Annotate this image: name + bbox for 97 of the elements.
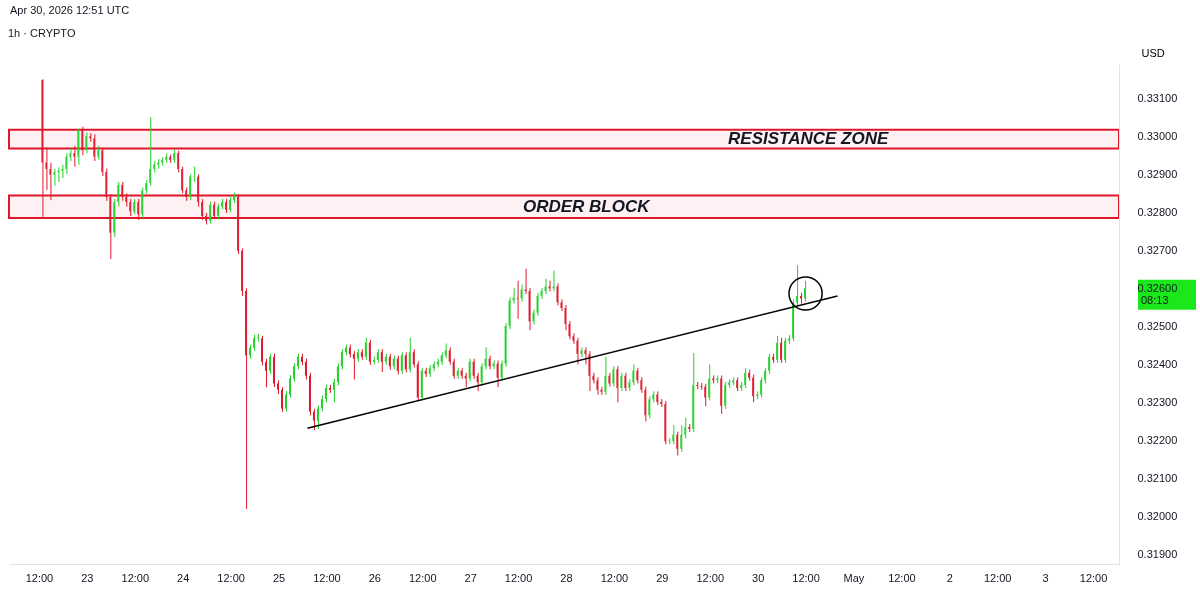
- candlestick: [53, 168, 56, 187]
- candlestick: [616, 365, 619, 403]
- x-tick-label: 12:00: [792, 571, 820, 584]
- x-tick-label: 12:00: [696, 571, 724, 584]
- candlestick: [684, 417, 687, 440]
- candlestick: [209, 201, 212, 225]
- candlestick: [261, 335, 264, 366]
- y-tick-label: 0.32700: [1137, 243, 1178, 256]
- candlestick: [121, 181, 124, 202]
- y-axis-title: USD: [1141, 46, 1165, 59]
- candlestick: [285, 390, 287, 413]
- x-tick-label: 28: [560, 571, 573, 584]
- x-tick-label: 3: [1042, 571, 1049, 584]
- candlestick: [760, 376, 763, 398]
- y-tick-label: 0.32100: [1137, 471, 1178, 484]
- candlestick: [65, 152, 68, 175]
- band-label: RESISTANCE ZONE: [728, 129, 889, 149]
- candlestick: [676, 431, 679, 457]
- candlestick: [73, 145, 76, 168]
- candlestick: [93, 133, 96, 162]
- candlestick: [768, 353, 771, 375]
- candlestick: [588, 350, 591, 392]
- candlestick: [680, 424, 683, 453]
- candlestick: [744, 367, 747, 389]
- x-tick-label: 12:00: [217, 571, 245, 584]
- candlestick: [648, 395, 651, 419]
- candlestick: [41, 78, 44, 218]
- y-tick-label: 0.32200: [1137, 433, 1178, 446]
- candlestick: [576, 337, 579, 365]
- y-tick-label: 0.32000: [1137, 509, 1178, 522]
- y-tick-label: 0.32500: [1137, 319, 1178, 332]
- x-tick-label: 23: [81, 571, 94, 584]
- band-label: ORDER BLOCK: [522, 196, 652, 216]
- candlestick: [201, 198, 204, 221]
- candlestick: [57, 166, 60, 183]
- x-tick-label: 12:00: [121, 571, 150, 584]
- x-tick-label: 12:00: [504, 571, 533, 584]
- chart-title: 1h · CRYPTO: [8, 27, 76, 39]
- x-tick-label: 26: [368, 571, 381, 584]
- candlestick: [524, 268, 527, 295]
- candlestick: [181, 166, 184, 194]
- candlestick: [612, 365, 615, 387]
- candlestick: [177, 150, 180, 173]
- y-tick-label: 0.32600: [1137, 281, 1178, 294]
- x-tick-label: 12:00: [1079, 571, 1108, 584]
- candlestick: [796, 264, 799, 306]
- x-tick-label: 29: [656, 571, 669, 584]
- candlestick: [141, 187, 144, 219]
- x-tick-label: 27: [464, 571, 477, 584]
- candlestick: [752, 374, 755, 403]
- candlestick: [149, 116, 152, 187]
- x-tick-label: 12:00: [983, 571, 1012, 584]
- candlestick: [516, 280, 519, 320]
- candlestick: [708, 363, 711, 401]
- candlestick: [624, 372, 627, 392]
- y-tick-label: 0.32800: [1137, 205, 1178, 218]
- candlestick: [193, 166, 196, 183]
- candlestick: [137, 198, 140, 221]
- candlestick: [784, 337, 787, 364]
- text: 08:13: [1141, 294, 1169, 307]
- candlestick: [804, 280, 807, 303]
- candlestick: [117, 181, 120, 208]
- candlestick: [77, 128, 80, 166]
- x-tick-label: 2: [946, 571, 953, 584]
- candlestick: [776, 335, 779, 364]
- y-tick-label: 0.33100: [1137, 91, 1178, 104]
- candlestick: [724, 381, 727, 410]
- candlestick: [704, 383, 707, 407]
- candlestick: [189, 173, 192, 201]
- y-tick-label: 0.32900: [1137, 167, 1178, 180]
- x-tick-label: 30: [752, 571, 765, 584]
- candlestick: [608, 372, 611, 387]
- candlestick: [101, 147, 104, 177]
- y-tick-label: 0.32300: [1137, 395, 1178, 408]
- candlestick: [81, 126, 84, 156]
- x-tick-label: 12:00: [600, 571, 629, 584]
- candlestick: [780, 337, 783, 364]
- candlestick: [265, 358, 268, 388]
- y-tick-label: 0.32400: [1137, 357, 1178, 370]
- candlestick: [580, 346, 583, 358]
- x-tick-label: 12:00: [25, 571, 54, 584]
- y-tick-label: 0.33000: [1137, 129, 1178, 142]
- x-tick-label: 24: [177, 571, 190, 584]
- candlestick: [596, 376, 599, 396]
- candlestick: [281, 386, 284, 413]
- candlestick: [269, 353, 272, 375]
- candlestick: [620, 372, 623, 392]
- x-tick-label: 12:00: [408, 571, 437, 584]
- x-tick-label: 12:00: [313, 571, 341, 584]
- text: Apr 30, 2026 12:51 UTC: [10, 4, 130, 16]
- x-tick-label: May: [843, 571, 865, 584]
- x-tick-label: 12:00: [888, 571, 916, 584]
- candlestick: [604, 356, 607, 396]
- x-tick-label: 25: [272, 571, 286, 584]
- candlestick: [85, 131, 88, 154]
- candlestick: [672, 424, 675, 445]
- y-tick-label: 0.31900: [1137, 547, 1178, 560]
